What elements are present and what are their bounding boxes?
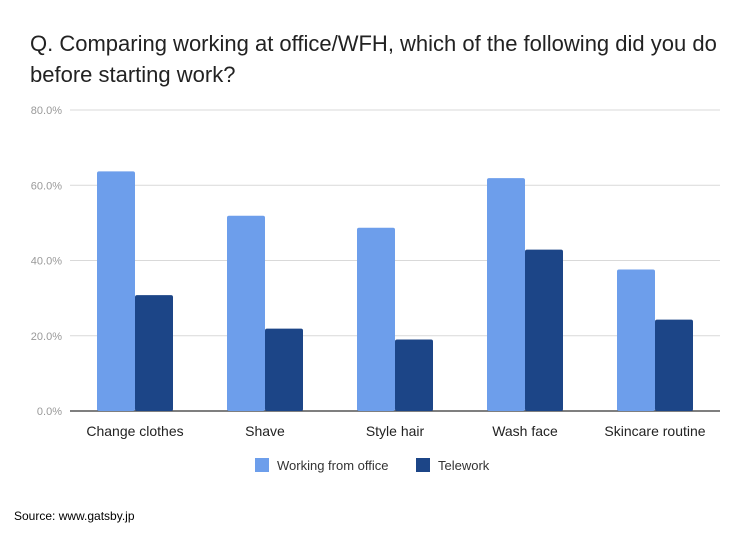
- bar-office: [487, 178, 525, 411]
- legend-label: Working from office: [277, 458, 389, 473]
- legend-swatch: [416, 458, 430, 472]
- legend-label: Telework: [438, 458, 490, 473]
- y-tick-label: 60.0%: [31, 180, 62, 192]
- bar-telework: [525, 249, 563, 411]
- legend-swatch: [255, 458, 269, 472]
- bar-office: [617, 269, 655, 411]
- bar-office: [227, 215, 265, 411]
- x-tick-label: Shave: [245, 423, 285, 439]
- chart-title: Q. Comparing working at office/WFH, whic…: [30, 31, 717, 87]
- x-tick-label: Change clothes: [86, 423, 183, 439]
- legend: Working from office Telework: [255, 458, 490, 473]
- bar-telework: [265, 328, 303, 411]
- x-axis-labels: Change clothes Shave Style hair Wash face Sk…: [86, 423, 705, 439]
- x-tick-label: Skincare routine: [604, 423, 705, 439]
- y-tick-label: 0.0%: [37, 406, 62, 418]
- bar-chart: 0.0% 20.0% 40.0% 60.0% 80.0% Change clothes S…: [31, 105, 720, 473]
- bar-office: [97, 171, 135, 411]
- y-tick-label: 40.0%: [31, 256, 62, 268]
- bar-telework: [395, 339, 433, 411]
- y-axis-ticks: 0.0% 20.0% 40.0% 60.0% 80.0%: [31, 105, 62, 418]
- x-tick-label: Style hair: [366, 423, 425, 439]
- bar-telework: [135, 295, 173, 411]
- y-tick-label: 20.0%: [31, 331, 62, 343]
- bar-office: [357, 227, 395, 411]
- x-tick-label: Wash face: [492, 423, 558, 439]
- source-note: Source: www.gatsby.jp: [14, 509, 135, 523]
- bar-telework: [655, 319, 693, 411]
- y-tick-label: 80.0%: [31, 105, 62, 117]
- bars: [97, 171, 693, 411]
